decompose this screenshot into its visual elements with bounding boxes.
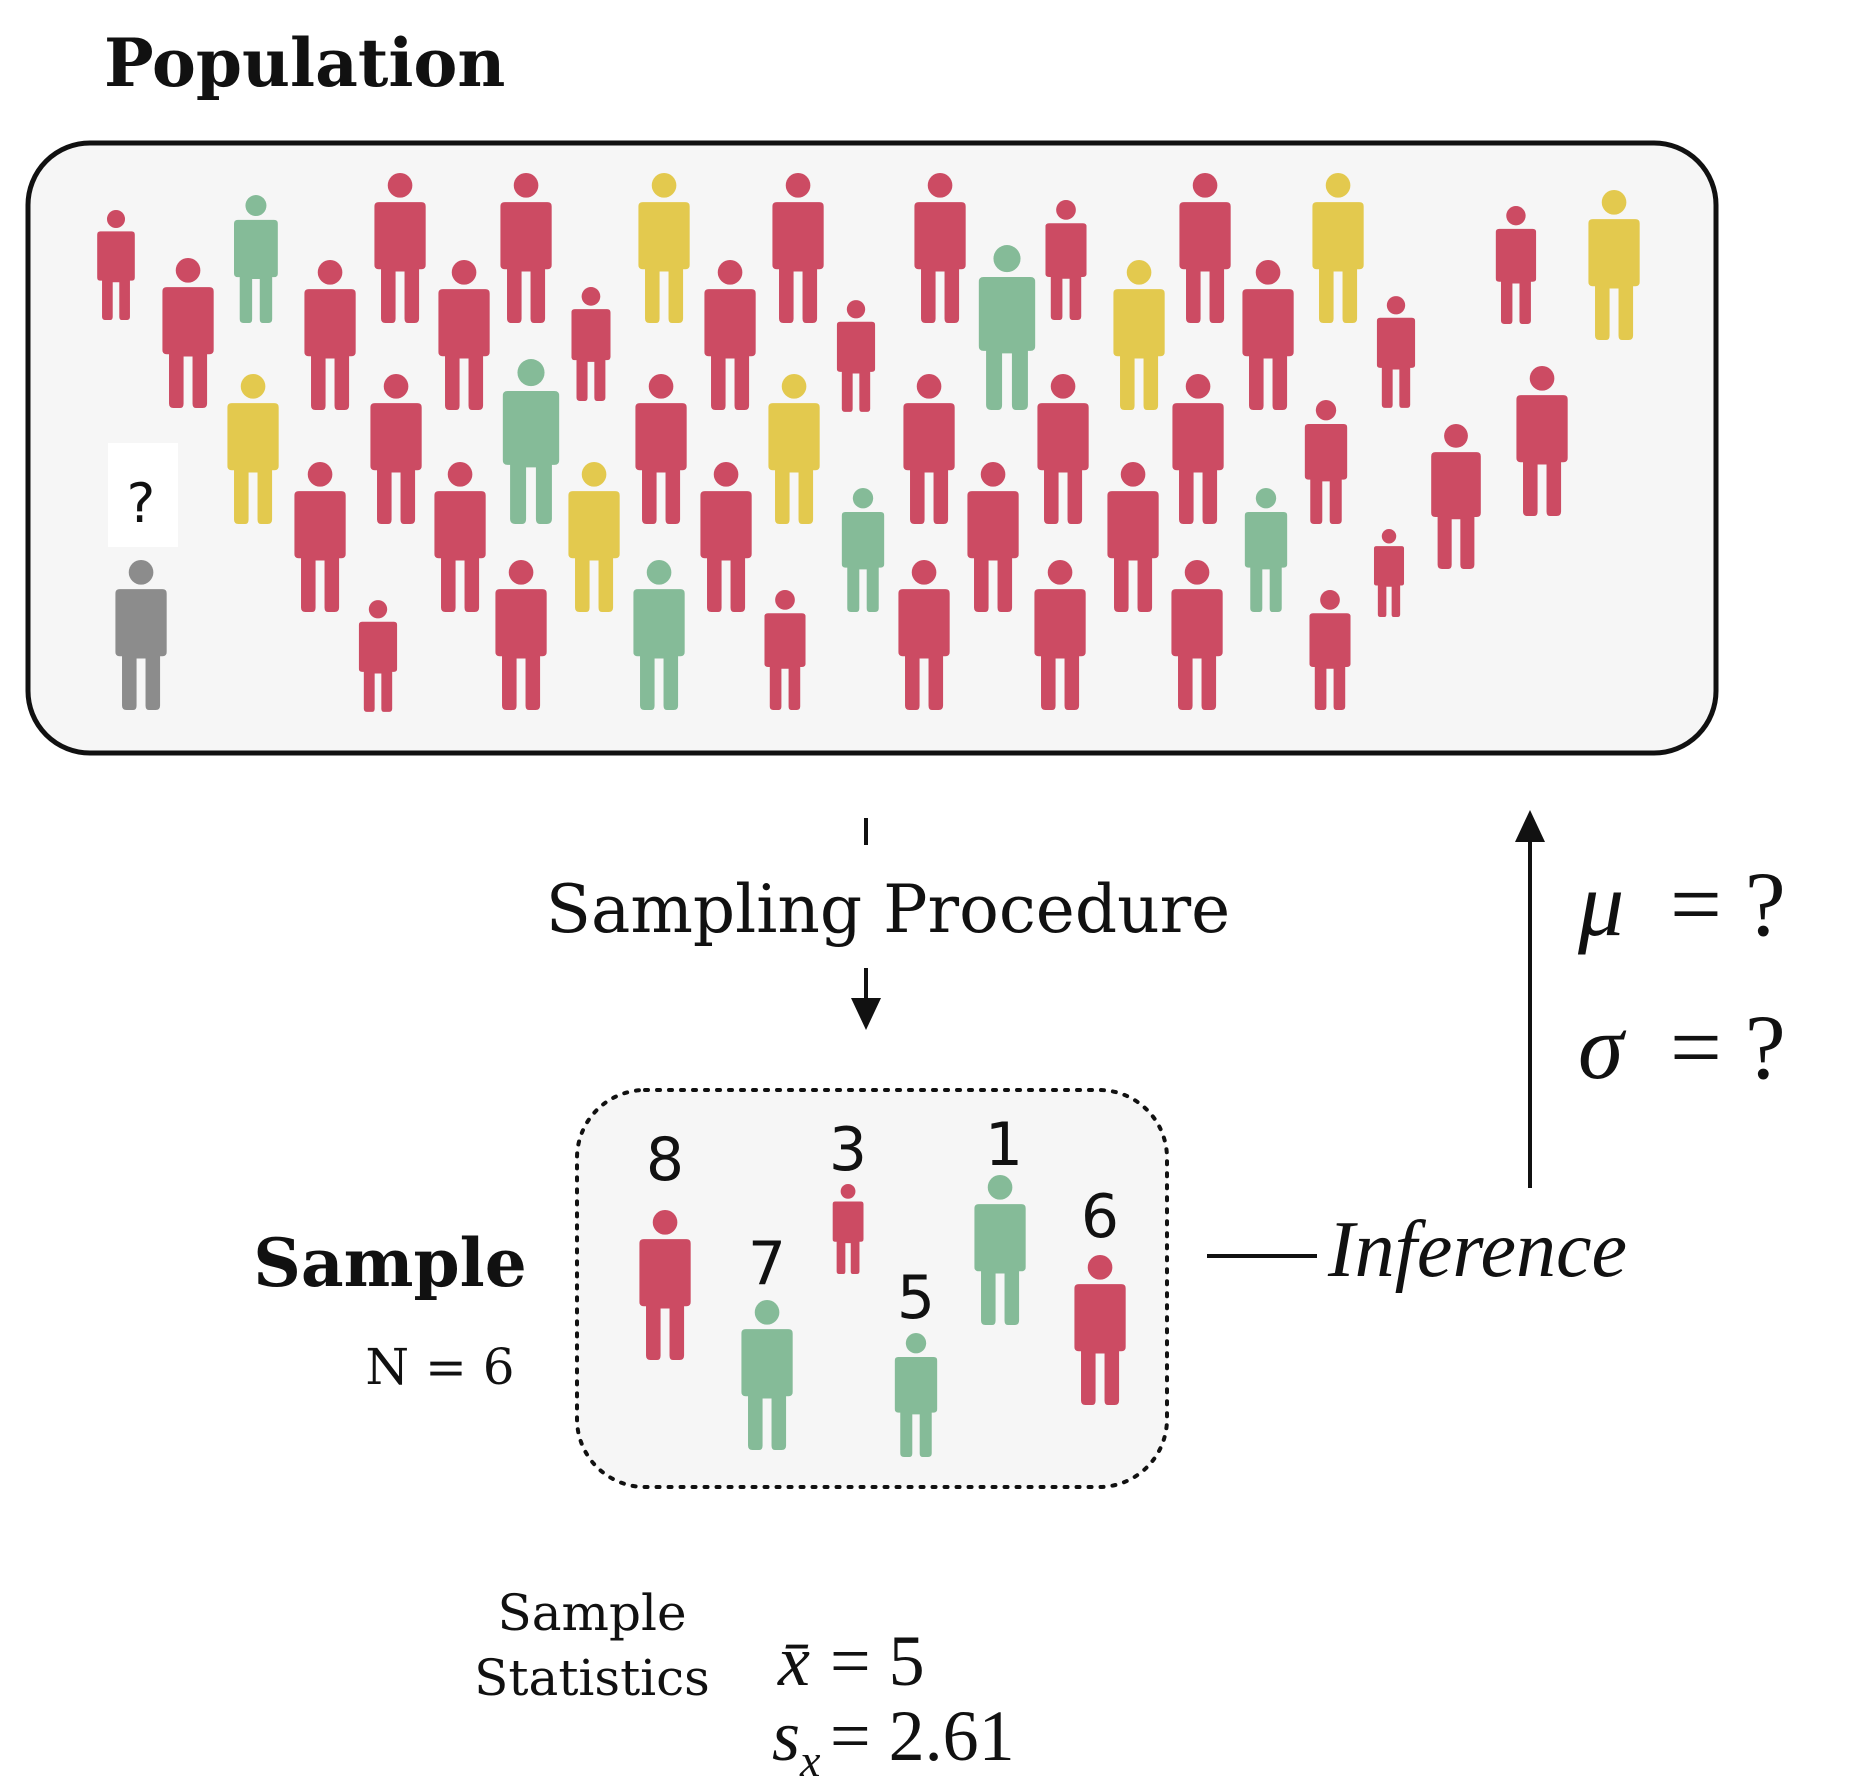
sample-number-7: 7 (748, 1229, 786, 1299)
sample-number-6: 6 (1081, 1182, 1119, 1252)
mean-symbol: x̄ (777, 1621, 810, 1701)
sample-number-1: 1 (985, 1110, 1023, 1180)
unknown-label-box (108, 443, 178, 547)
mu-value: = ? (1670, 853, 1786, 955)
inference-label: Inference (1327, 1206, 1627, 1294)
mu-symbol: μ (1577, 853, 1624, 955)
sampling-procedure-label: Sampling Procedure (546, 871, 1230, 948)
sample-panel (575, 1088, 1169, 1489)
sample-title: Sample (253, 1224, 526, 1302)
sample-size-label: N = 6 (365, 1338, 514, 1396)
mean-value: = 5 (830, 1621, 925, 1701)
sampling-arrow-icon (851, 998, 881, 1030)
sample-number-3: 3 (829, 1115, 867, 1185)
population-title: Population (104, 24, 505, 102)
sample-number-5: 5 (897, 1263, 935, 1333)
statistics-label-line1: Sample (497, 1584, 686, 1642)
sd-value: = 2.61 (830, 1696, 1015, 1776)
sigma-symbol: σ (1578, 996, 1627, 1098)
sd-subscript: x (799, 1735, 821, 1779)
unknown-member-label: ? (127, 472, 156, 535)
sigma-value: = ? (1670, 996, 1786, 1098)
population-panel (25, 140, 1719, 756)
statistics-label-line2: Statistics (474, 1649, 710, 1707)
inference-arrow-icon (1515, 810, 1545, 842)
sample-number-8: 8 (646, 1125, 684, 1195)
sd-symbol: s (772, 1696, 800, 1776)
